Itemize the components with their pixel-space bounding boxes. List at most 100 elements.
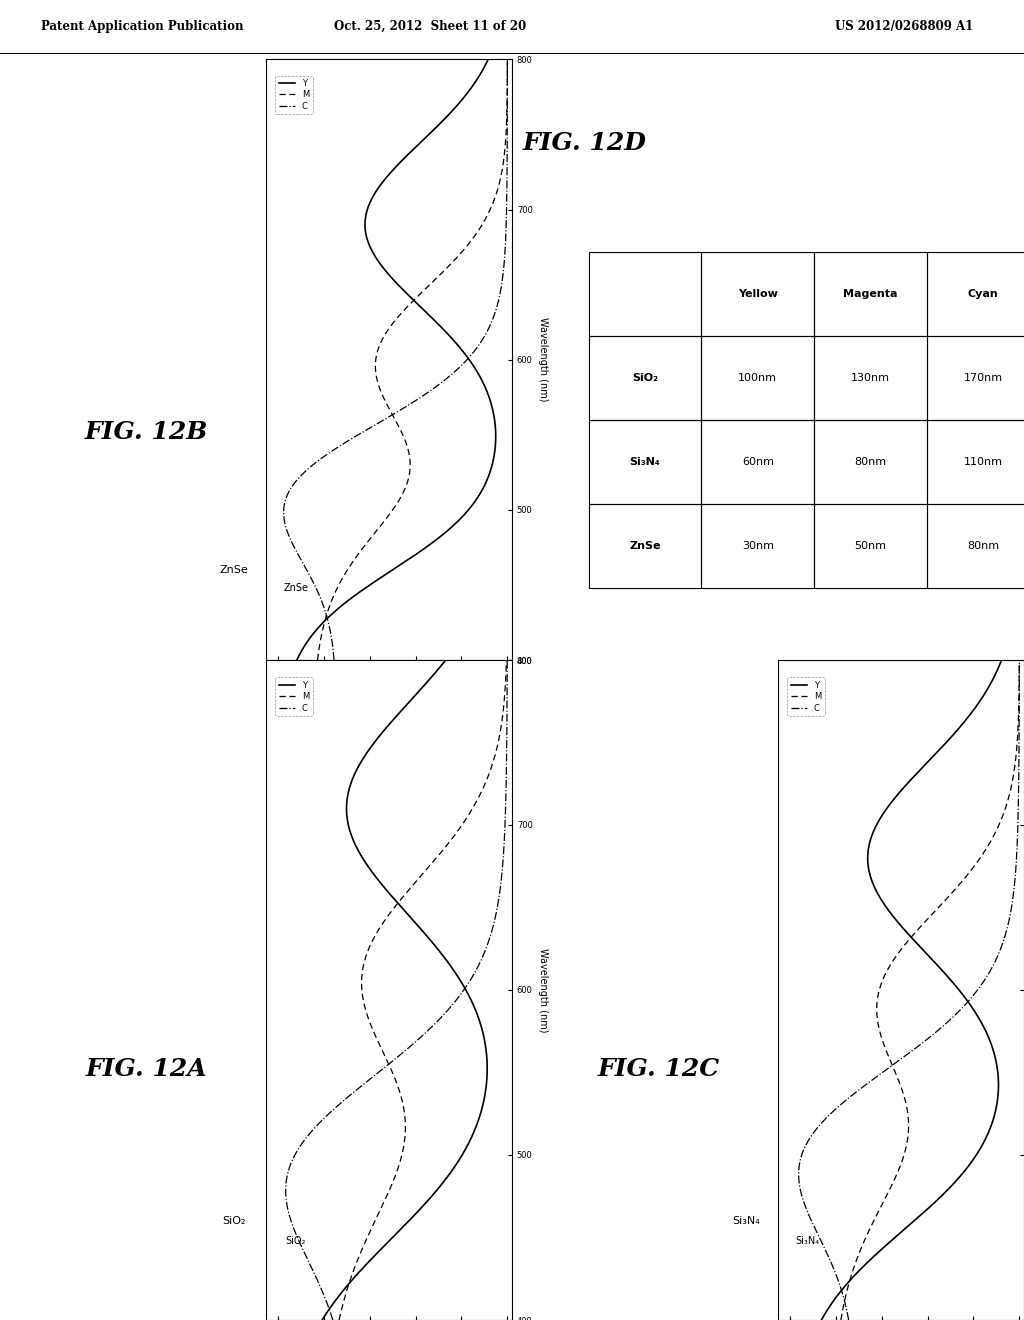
M bbox=[401, 298, 414, 314]
M bbox=[910, 923, 923, 939]
M bbox=[993, 816, 1006, 832]
C bbox=[428, 380, 440, 396]
M bbox=[374, 380, 386, 396]
Text: ZnSe: ZnSe bbox=[630, 541, 660, 550]
Text: 110nm: 110nm bbox=[964, 457, 1002, 467]
Y bbox=[473, 1014, 485, 1030]
Bar bbox=[589, 504, 701, 587]
C bbox=[798, 1142, 810, 1158]
Legend: Y, M, C: Y, M, C bbox=[787, 677, 824, 715]
M bbox=[364, 1014, 376, 1030]
Bar bbox=[701, 252, 814, 335]
Y bbox=[995, 652, 1008, 668]
Line: Y: Y bbox=[821, 660, 1001, 1320]
M bbox=[501, 51, 513, 67]
C bbox=[281, 1196, 293, 1212]
M bbox=[389, 498, 401, 513]
Y bbox=[871, 816, 884, 832]
Bar bbox=[589, 420, 701, 504]
Y bbox=[361, 199, 374, 215]
Y bbox=[439, 652, 452, 668]
Y bbox=[316, 1312, 329, 1320]
M bbox=[450, 251, 462, 267]
Text: FIG. 12A: FIG. 12A bbox=[86, 1057, 207, 1081]
Y bbox=[372, 871, 384, 887]
C bbox=[278, 498, 290, 513]
Text: 60nm: 60nm bbox=[741, 457, 774, 467]
Text: 80nm: 80nm bbox=[854, 457, 887, 467]
Y bbox=[417, 923, 429, 939]
M bbox=[372, 923, 384, 939]
Bar bbox=[589, 335, 701, 420]
Y bbox=[928, 1196, 940, 1212]
M bbox=[377, 1196, 389, 1212]
Y bbox=[342, 816, 354, 832]
M bbox=[352, 545, 365, 561]
Text: Si₃N₄: Si₃N₄ bbox=[630, 457, 660, 467]
Line: Y: Y bbox=[323, 660, 487, 1320]
Text: FIG. 12B: FIG. 12B bbox=[85, 420, 208, 444]
C bbox=[1012, 816, 1024, 832]
Text: FIG. 12D: FIG. 12D bbox=[522, 132, 646, 156]
M bbox=[1013, 652, 1024, 668]
Y bbox=[479, 380, 492, 396]
M bbox=[333, 1312, 345, 1320]
Line: M: M bbox=[317, 59, 507, 660]
Text: Magenta: Magenta bbox=[843, 289, 898, 298]
C bbox=[1013, 652, 1024, 668]
Line: M: M bbox=[841, 660, 1019, 1320]
Y bbox=[411, 545, 423, 561]
Bar bbox=[927, 252, 1024, 335]
Bar bbox=[814, 252, 927, 335]
Y bbox=[420, 1196, 432, 1212]
Text: Yellow: Yellow bbox=[738, 289, 777, 298]
Text: SiO₂: SiO₂ bbox=[286, 1236, 306, 1246]
Text: Si₃N₄: Si₃N₄ bbox=[796, 1236, 820, 1246]
Bar bbox=[927, 335, 1024, 420]
Text: Si₃N₄: Si₃N₄ bbox=[732, 1216, 760, 1226]
Y-axis label: Wavelength (nm): Wavelength (nm) bbox=[539, 317, 548, 403]
Y bbox=[459, 1142, 471, 1158]
Text: Patent Application Publication: Patent Application Publication bbox=[41, 20, 244, 33]
C bbox=[942, 1014, 954, 1030]
Text: SiO₂: SiO₂ bbox=[632, 372, 658, 383]
Text: ZnSe: ZnSe bbox=[284, 583, 308, 593]
Text: 50nm: 50nm bbox=[854, 541, 887, 550]
Line: C: C bbox=[284, 59, 507, 660]
M bbox=[311, 652, 324, 668]
C bbox=[292, 1142, 304, 1158]
C bbox=[798, 1196, 810, 1212]
C bbox=[501, 199, 513, 215]
Line: C: C bbox=[799, 660, 1019, 1320]
Legend: Y, M, C: Y, M, C bbox=[275, 677, 312, 715]
Y bbox=[291, 652, 303, 668]
C bbox=[496, 871, 508, 887]
Text: 130nm: 130nm bbox=[851, 372, 890, 383]
M bbox=[871, 1014, 884, 1030]
Bar bbox=[701, 504, 814, 587]
Line: Y: Y bbox=[297, 59, 496, 660]
Bar bbox=[814, 335, 927, 420]
C bbox=[501, 652, 513, 668]
Legend: Y, M, C: Y, M, C bbox=[275, 75, 312, 115]
C bbox=[1009, 871, 1021, 887]
Bar bbox=[814, 420, 927, 504]
C bbox=[1000, 923, 1013, 939]
Text: Cyan: Cyan bbox=[968, 289, 998, 298]
X-axis label: Reflection: Reflection bbox=[365, 677, 414, 686]
Bar bbox=[927, 504, 1024, 587]
Text: 80nm: 80nm bbox=[967, 541, 999, 550]
Text: FIG. 12C: FIG. 12C bbox=[597, 1057, 720, 1081]
Y bbox=[815, 1312, 827, 1320]
M bbox=[501, 652, 513, 668]
C bbox=[843, 1312, 855, 1320]
Line: M: M bbox=[339, 660, 507, 1320]
Bar bbox=[701, 420, 814, 504]
Bar bbox=[701, 335, 814, 420]
M bbox=[457, 816, 469, 832]
Text: 170nm: 170nm bbox=[964, 372, 1002, 383]
C bbox=[327, 1312, 339, 1320]
C bbox=[328, 652, 340, 668]
M bbox=[396, 1142, 409, 1158]
Y bbox=[865, 871, 878, 887]
